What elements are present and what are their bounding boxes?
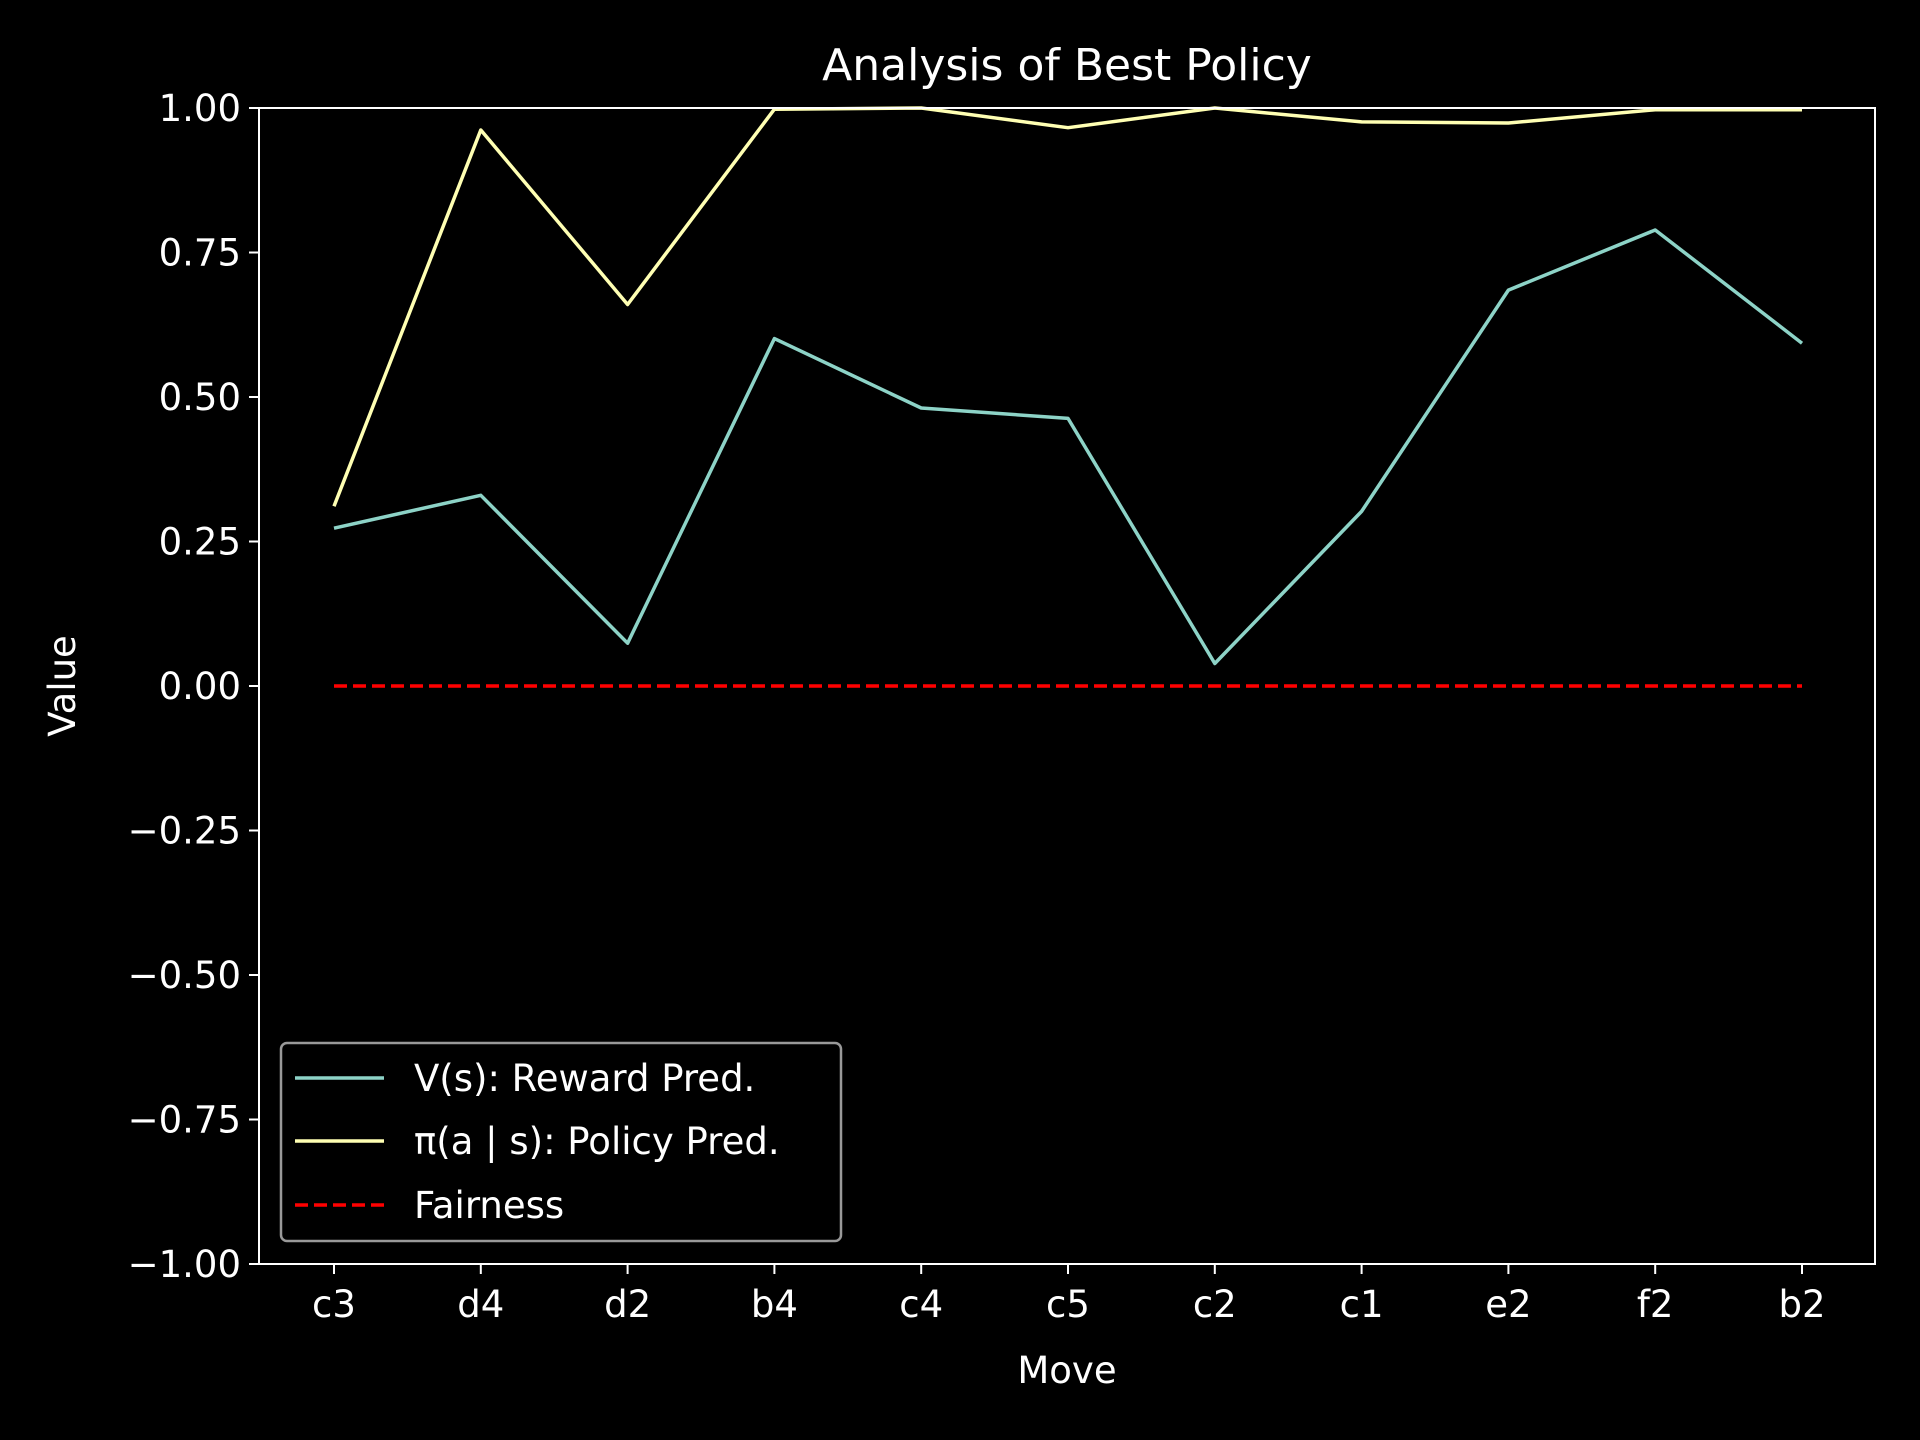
plot-frame xyxy=(258,107,1876,1265)
x-tick-label: b2 xyxy=(1778,1283,1825,1326)
x-tick-label: c4 xyxy=(899,1283,943,1326)
y-tick-label: 0.25 xyxy=(159,521,241,564)
series-line-reward xyxy=(333,228,1804,666)
y-axis: −1.00 −0.75 −0.50 −0.25 0.00 0.25 0.50 0.75 1.00 xyxy=(128,87,259,1286)
chart-title: Analysis of Best Policy xyxy=(822,40,1312,91)
x-tick-label: b4 xyxy=(751,1283,798,1326)
legend-label-policy: π(a | s): Policy Pred. xyxy=(414,1120,780,1163)
x-tick-label: d2 xyxy=(604,1283,651,1326)
x-tick-label: c1 xyxy=(1340,1283,1384,1326)
y-tick-label: 0.75 xyxy=(159,232,241,275)
x-axis: c3 d4 d2 b4 c4 c5 c2 c1 e2 f2 b2 xyxy=(312,1264,1826,1326)
y-tick-label: 0.00 xyxy=(159,665,241,708)
y-tick-label: −0.50 xyxy=(128,954,241,997)
legend-label-fairness: Fairness xyxy=(414,1184,564,1227)
y-tick-label: 1.00 xyxy=(159,87,241,130)
x-tick-label: f2 xyxy=(1637,1283,1674,1326)
legend-label-reward: V(s): Reward Pred. xyxy=(414,1057,755,1100)
series-layer xyxy=(332,106,1804,688)
x-tick-label: e2 xyxy=(1485,1283,1531,1326)
x-tick-label: c3 xyxy=(312,1283,356,1326)
y-tick-label: 0.50 xyxy=(159,376,241,419)
y-axis-label: Value xyxy=(41,635,84,737)
legend: V(s): Reward Pred. π(a | s): Policy Pred… xyxy=(279,1041,843,1243)
x-tick-label: c5 xyxy=(1046,1283,1090,1326)
y-tick-label: −1.00 xyxy=(128,1243,241,1286)
y-tick-label: −0.25 xyxy=(128,810,241,853)
x-tick-label: c2 xyxy=(1193,1283,1237,1326)
x-axis-label: Move xyxy=(1017,1349,1116,1392)
x-tick-label: d4 xyxy=(457,1283,504,1326)
legend-box xyxy=(279,1041,843,1243)
y-tick-label: −0.75 xyxy=(128,1099,241,1142)
series-line-policy xyxy=(332,106,1802,507)
